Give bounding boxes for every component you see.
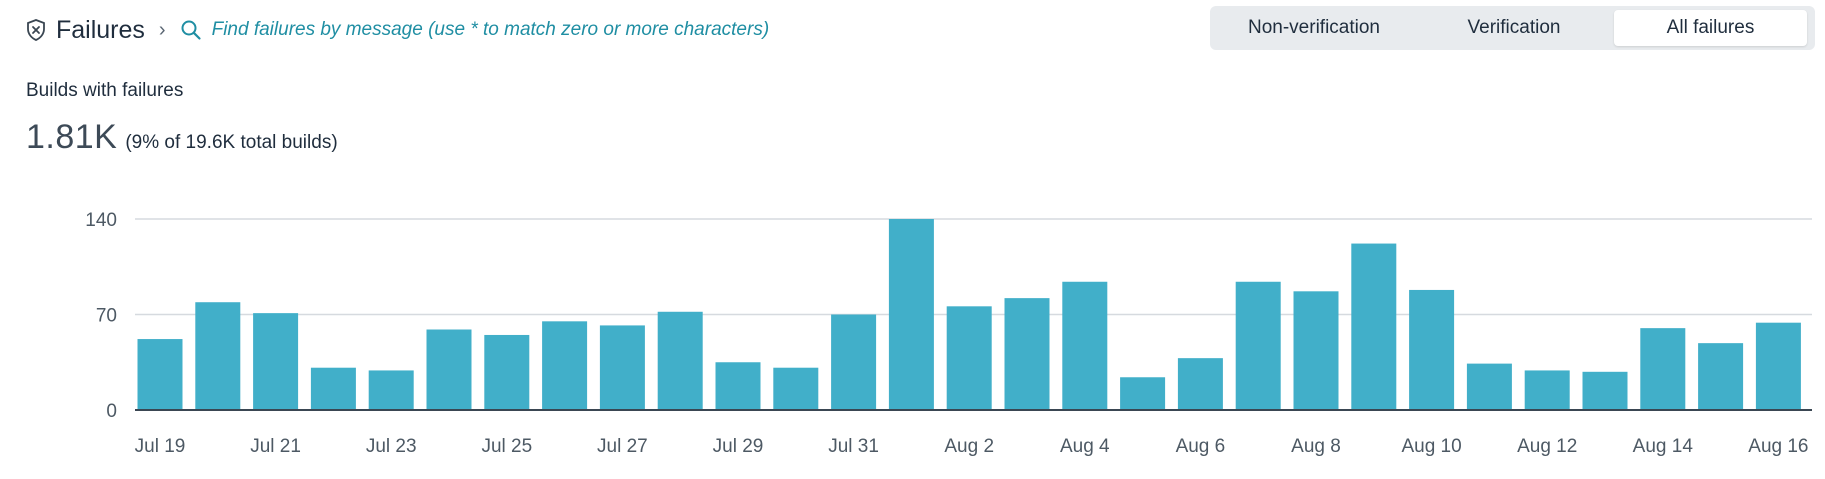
bar xyxy=(1120,377,1166,410)
bar xyxy=(1351,243,1397,410)
bar xyxy=(773,367,819,410)
bar xyxy=(946,306,992,410)
bar xyxy=(1640,328,1686,410)
shield-x-icon xyxy=(26,19,46,41)
filter-all-failures-button[interactable]: All failures xyxy=(1614,10,1807,46)
bar xyxy=(426,329,472,410)
y-tick-label: 0 xyxy=(106,401,117,422)
bar xyxy=(368,370,414,410)
x-tick-label: Aug 6 xyxy=(1176,436,1226,457)
x-tick-label: Aug 14 xyxy=(1633,436,1694,457)
bar xyxy=(715,362,761,410)
search-placeholder: Find failures by message (use * to match… xyxy=(211,19,770,40)
x-tick-label: Aug 10 xyxy=(1401,436,1461,457)
failure-type-filter: Non-verification Verification All failur… xyxy=(1210,6,1815,50)
y-tick-label: 140 xyxy=(85,210,117,231)
y-tick-label: 70 xyxy=(96,306,117,327)
bar xyxy=(1235,281,1281,410)
x-tick-label: Aug 8 xyxy=(1291,436,1341,457)
page-header: Failures › Find failures by message (use… xyxy=(26,10,769,50)
bar xyxy=(1004,298,1050,410)
x-tick-label: Jul 25 xyxy=(481,436,532,457)
failure-search-field[interactable]: Find failures by message (use * to match… xyxy=(180,19,770,41)
x-tick-label: Jul 19 xyxy=(135,436,186,457)
bar xyxy=(1062,281,1108,410)
summary-value: 1.81K xyxy=(26,118,118,156)
x-tick-label: Jul 21 xyxy=(250,436,301,457)
search-icon xyxy=(180,19,202,41)
bar xyxy=(253,313,299,410)
bar xyxy=(195,302,241,410)
bar xyxy=(831,314,877,410)
page-title: Failures xyxy=(56,15,145,44)
bar xyxy=(1409,289,1455,410)
summary-stat: 1.81K (9% of 19.6K total builds) xyxy=(26,118,338,157)
filter-non-verification-button[interactable]: Non-verification xyxy=(1248,17,1380,38)
summary-detail: (9% of 19.6K total builds) xyxy=(125,132,338,153)
x-tick-label: Jul 27 xyxy=(597,436,648,457)
bar xyxy=(1466,363,1512,410)
filter-verification-button[interactable]: Verification xyxy=(1467,17,1561,38)
bar xyxy=(1177,358,1223,410)
summary-title: Builds with failures xyxy=(26,80,184,101)
bar xyxy=(484,334,530,410)
x-tick-label: Jul 23 xyxy=(366,436,417,457)
bar xyxy=(137,339,183,410)
x-tick-label: Jul 31 xyxy=(828,436,879,457)
bar xyxy=(1524,370,1570,410)
bar xyxy=(310,367,356,410)
bar xyxy=(888,219,934,410)
bar xyxy=(1582,371,1628,410)
bar xyxy=(1293,291,1339,410)
bar xyxy=(657,311,703,410)
x-tick-label: Aug 12 xyxy=(1517,436,1577,457)
bar xyxy=(1755,322,1801,410)
bar xyxy=(542,321,588,410)
x-tick-label: Aug 4 xyxy=(1060,436,1110,457)
x-tick-label: Aug 16 xyxy=(1748,436,1808,457)
breadcrumb-separator: › xyxy=(158,18,166,41)
x-tick-label: Aug 2 xyxy=(944,436,994,457)
bar xyxy=(1698,343,1744,410)
x-tick-label: Jul 29 xyxy=(713,436,764,457)
bar xyxy=(599,325,645,410)
